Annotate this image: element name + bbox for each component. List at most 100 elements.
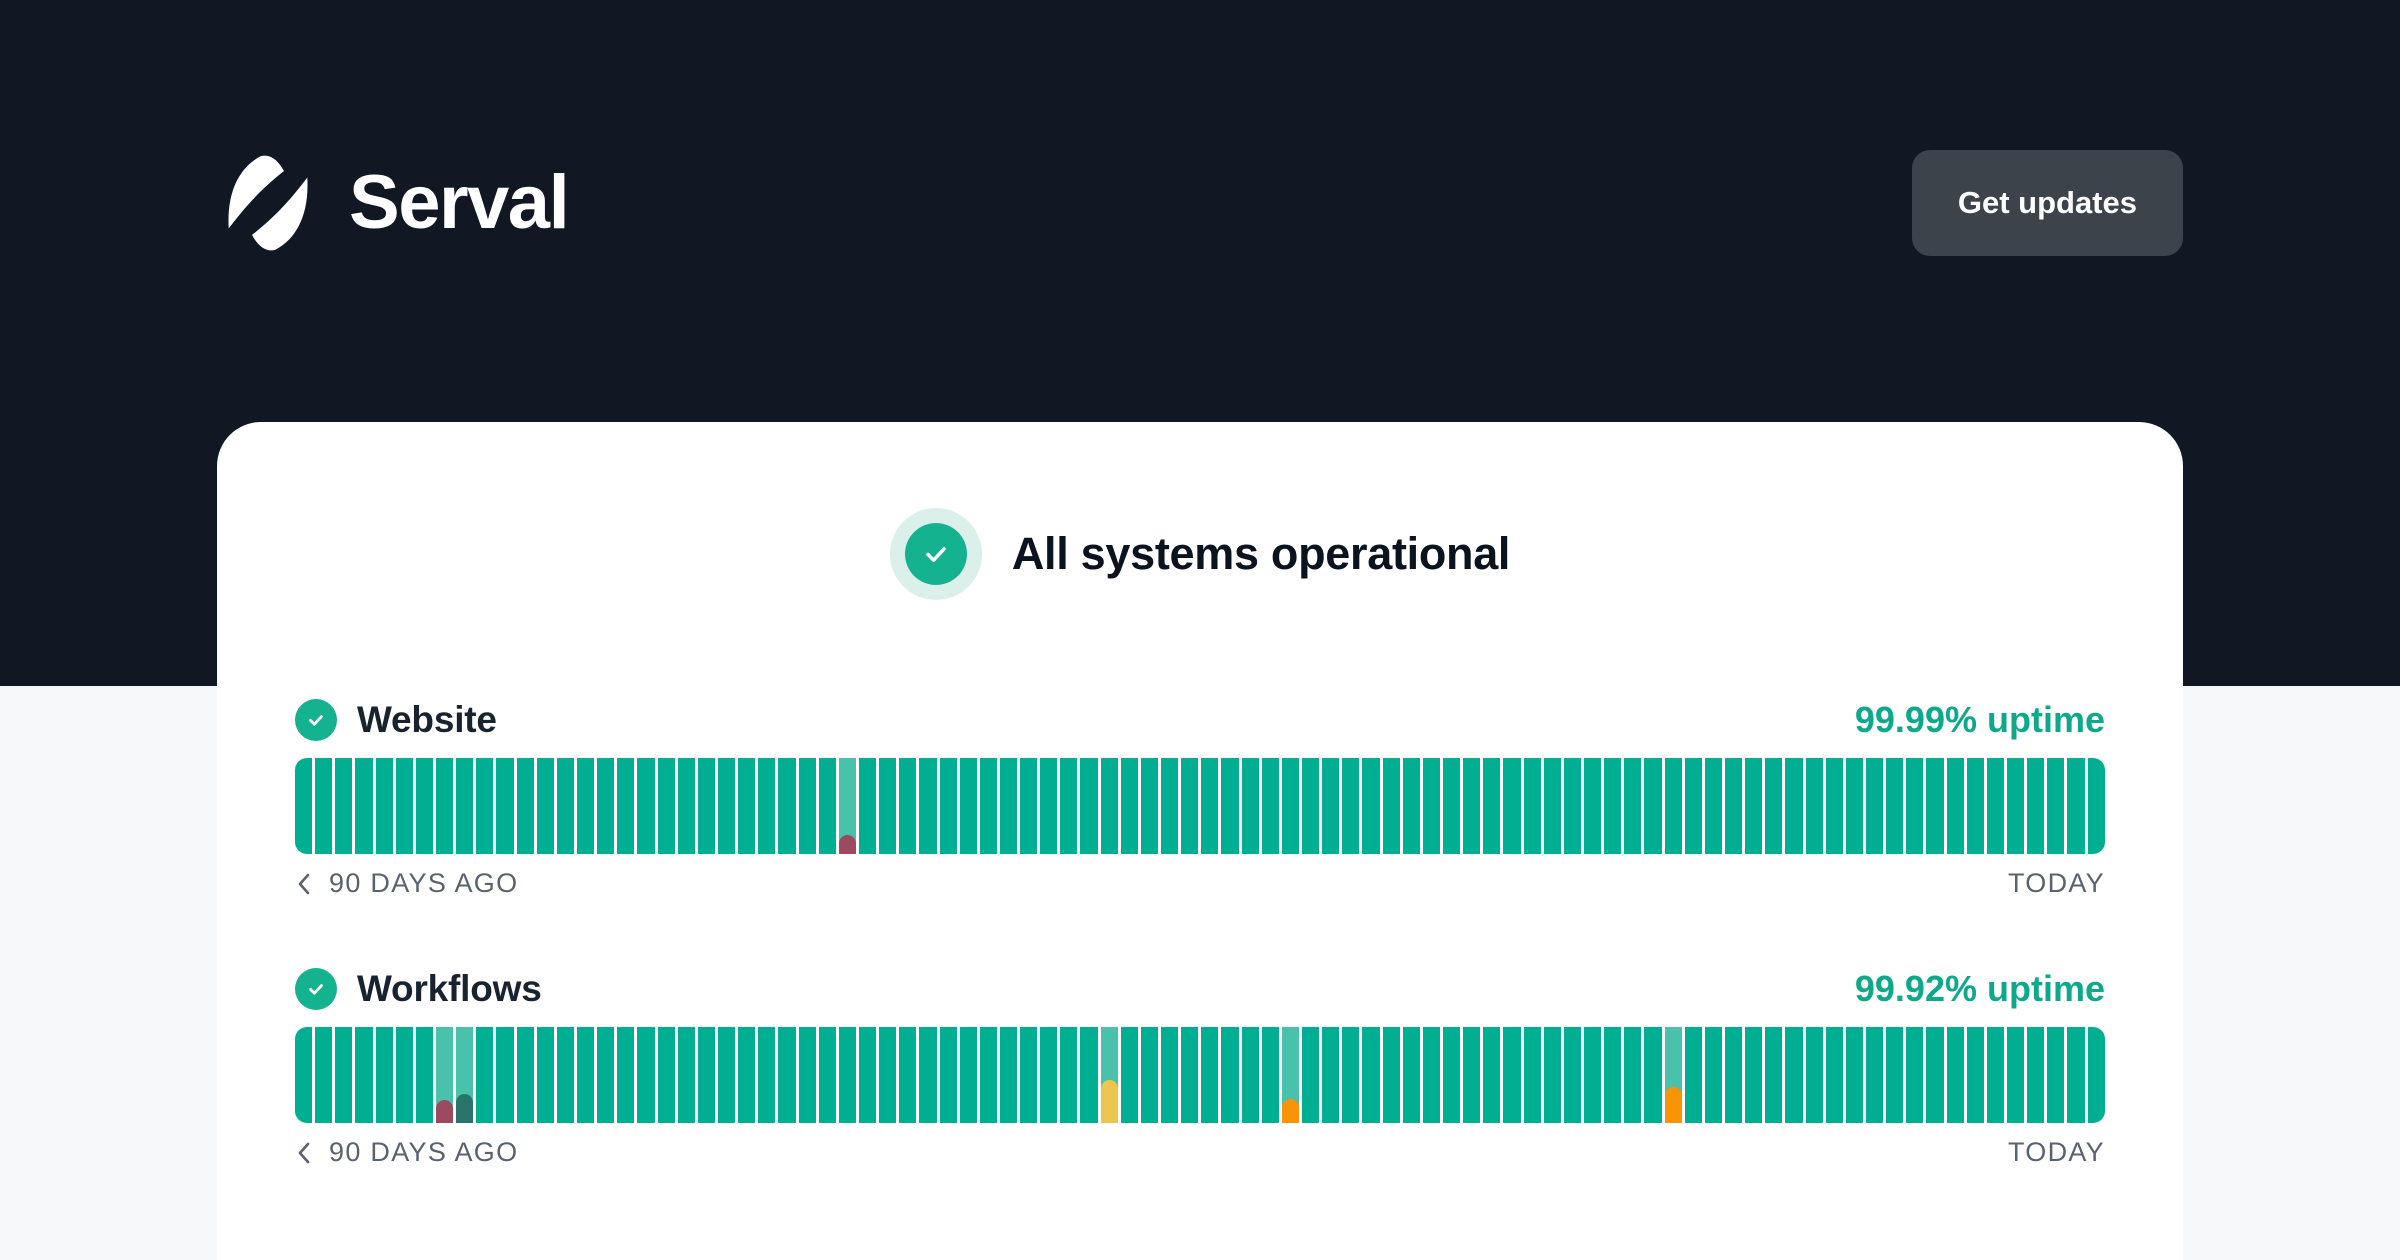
uptime-day-bar[interactable]	[1926, 758, 1944, 854]
uptime-day-bar[interactable]	[556, 1027, 574, 1123]
uptime-day-bar[interactable]	[999, 1027, 1018, 1123]
uptime-day-bar[interactable]	[556, 758, 574, 854]
uptime-day-bar[interactable]	[456, 758, 474, 854]
uptime-day-bar[interactable]	[1644, 1027, 1662, 1123]
uptime-day-bar[interactable]	[1503, 758, 1521, 854]
uptime-day-bar[interactable]	[597, 758, 615, 854]
uptime-day-bar[interactable]	[838, 758, 856, 854]
uptime-day-bar[interactable]	[576, 1027, 595, 1123]
uptime-day-bar[interactable]	[2047, 1027, 2065, 1123]
uptime-day-bar[interactable]	[1906, 758, 1924, 854]
uptime-day-bar[interactable]	[375, 758, 393, 854]
uptime-day-bar[interactable]	[1865, 1027, 1884, 1123]
uptime-day-bar[interactable]	[2006, 758, 2025, 854]
uptime-day-bar[interactable]	[1785, 758, 1803, 854]
uptime-day-bar[interactable]	[1946, 758, 1964, 854]
get-updates-button[interactable]: Get updates	[1911, 150, 2183, 256]
uptime-day-bar[interactable]	[1181, 758, 1199, 854]
uptime-day-bar[interactable]	[617, 758, 635, 854]
uptime-day-bar[interactable]	[1584, 1027, 1602, 1123]
uptime-day-bar[interactable]	[1765, 1027, 1783, 1123]
uptime-day-bar[interactable]	[1805, 758, 1823, 854]
uptime-day-bar[interactable]	[1342, 758, 1360, 854]
uptime-day-bar[interactable]	[677, 1027, 695, 1123]
uptime-day-bar[interactable]	[738, 1027, 756, 1123]
uptime-day-bar[interactable]	[697, 758, 715, 854]
uptime-day-bar[interactable]	[1060, 758, 1078, 854]
uptime-day-bar[interactable]	[1563, 758, 1581, 854]
uptime-day-bar[interactable]	[1966, 1027, 1984, 1123]
uptime-day-bar[interactable]	[717, 1027, 736, 1123]
history-back-control[interactable]: 90 DAYS AGO	[295, 1137, 518, 1168]
uptime-day-bar[interactable]	[597, 1027, 615, 1123]
history-back-control[interactable]: 90 DAYS AGO	[295, 868, 518, 899]
uptime-day-bar[interactable]	[1644, 758, 1662, 854]
uptime-day-bar[interactable]	[1100, 758, 1118, 854]
uptime-day-bar[interactable]	[1362, 1027, 1380, 1123]
uptime-day-bar[interactable]	[476, 758, 494, 854]
uptime-day-bar[interactable]	[1221, 758, 1239, 854]
uptime-day-bar[interactable]	[1241, 1027, 1259, 1123]
uptime-day-bar[interactable]	[1382, 1027, 1400, 1123]
uptime-day-bar[interactable]	[1080, 758, 1098, 854]
uptime-day-bar[interactable]	[2087, 758, 2105, 854]
uptime-day-bar[interactable]	[395, 1027, 413, 1123]
uptime-day-bar[interactable]	[1261, 1027, 1279, 1123]
uptime-day-bar[interactable]	[1624, 758, 1642, 854]
uptime-day-bar[interactable]	[717, 758, 736, 854]
uptime-day-bar[interactable]	[778, 758, 796, 854]
uptime-day-bar[interactable]	[1684, 758, 1702, 854]
uptime-day-bar[interactable]	[919, 758, 937, 854]
uptime-day-bar[interactable]	[1724, 758, 1743, 854]
uptime-day-bar[interactable]	[1201, 1027, 1219, 1123]
uptime-day-bar[interactable]	[919, 1027, 937, 1123]
uptime-day-bar[interactable]	[1201, 758, 1219, 854]
uptime-day-bar[interactable]	[1704, 1027, 1722, 1123]
uptime-day-bar[interactable]	[315, 1027, 333, 1123]
uptime-day-bar[interactable]	[1080, 1027, 1098, 1123]
uptime-day-bar[interactable]	[295, 758, 313, 854]
uptime-day-bar[interactable]	[1986, 1027, 2004, 1123]
uptime-day-bar[interactable]	[536, 1027, 554, 1123]
uptime-day-bar[interactable]	[959, 758, 977, 854]
uptime-day-bar[interactable]	[1765, 758, 1783, 854]
brand[interactable]: Serval	[217, 152, 570, 254]
uptime-day-bar[interactable]	[818, 758, 836, 854]
uptime-day-bar[interactable]	[1322, 758, 1340, 854]
uptime-day-bar[interactable]	[496, 1027, 514, 1123]
uptime-day-bar[interactable]	[1261, 758, 1279, 854]
uptime-day-bar[interactable]	[798, 1027, 816, 1123]
uptime-day-bar[interactable]	[2067, 1027, 2085, 1123]
uptime-day-bar[interactable]	[677, 758, 695, 854]
uptime-day-bar[interactable]	[858, 758, 877, 854]
uptime-day-bar[interactable]	[435, 1027, 454, 1123]
uptime-day-bar[interactable]	[2006, 1027, 2025, 1123]
uptime-day-bar[interactable]	[516, 1027, 534, 1123]
uptime-day-bar[interactable]	[657, 1027, 675, 1123]
uptime-day-bar[interactable]	[1241, 758, 1259, 854]
uptime-day-bar[interactable]	[1281, 1027, 1300, 1123]
uptime-day-bar[interactable]	[1523, 758, 1541, 854]
uptime-day-bar[interactable]	[456, 1027, 474, 1123]
uptime-day-bar[interactable]	[1704, 758, 1722, 854]
uptime-day-bar[interactable]	[1302, 1027, 1320, 1123]
uptime-day-bar[interactable]	[1845, 1027, 1863, 1123]
uptime-day-bar[interactable]	[476, 1027, 494, 1123]
uptime-day-bar[interactable]	[335, 758, 353, 854]
uptime-day-bar[interactable]	[576, 758, 595, 854]
uptime-day-bar[interactable]	[1120, 758, 1138, 854]
uptime-day-bar[interactable]	[1040, 1027, 1058, 1123]
uptime-day-bar[interactable]	[2027, 1027, 2045, 1123]
uptime-day-bar[interactable]	[1161, 1027, 1179, 1123]
uptime-day-bar[interactable]	[899, 1027, 917, 1123]
uptime-day-bar[interactable]	[979, 758, 997, 854]
uptime-day-bar[interactable]	[355, 758, 373, 854]
uptime-day-bar[interactable]	[1604, 758, 1622, 854]
uptime-day-bar[interactable]	[1221, 1027, 1239, 1123]
uptime-day-bar[interactable]	[1140, 758, 1159, 854]
uptime-day-bar[interactable]	[1281, 758, 1300, 854]
uptime-day-bar[interactable]	[798, 758, 816, 854]
uptime-day-bar[interactable]	[838, 1027, 856, 1123]
uptime-day-bar[interactable]	[2027, 758, 2045, 854]
uptime-day-bar[interactable]	[1020, 1027, 1038, 1123]
